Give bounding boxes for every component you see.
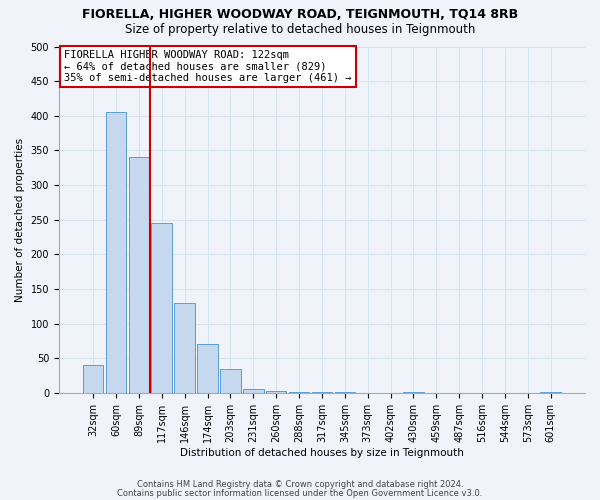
Text: Size of property relative to detached houses in Teignmouth: Size of property relative to detached ho… <box>125 22 475 36</box>
X-axis label: Distribution of detached houses by size in Teignmouth: Distribution of detached houses by size … <box>180 448 464 458</box>
Bar <box>403 392 424 393</box>
Bar <box>151 223 172 393</box>
Text: Contains public sector information licensed under the Open Government Licence v3: Contains public sector information licen… <box>118 488 482 498</box>
Bar <box>106 112 126 393</box>
Bar <box>197 344 218 393</box>
Y-axis label: Number of detached properties: Number of detached properties <box>15 138 25 302</box>
Bar <box>83 365 103 393</box>
Text: FIORELLA, HIGHER WOODWAY ROAD, TEIGNMOUTH, TQ14 8RB: FIORELLA, HIGHER WOODWAY ROAD, TEIGNMOUT… <box>82 8 518 20</box>
Bar <box>243 390 263 393</box>
Bar <box>128 158 149 393</box>
Bar <box>541 392 561 393</box>
Text: Contains HM Land Registry data © Crown copyright and database right 2024.: Contains HM Land Registry data © Crown c… <box>137 480 463 489</box>
Bar <box>266 392 286 393</box>
Bar <box>220 368 241 393</box>
Text: FIORELLA HIGHER WOODWAY ROAD: 122sqm
← 64% of detached houses are smaller (829)
: FIORELLA HIGHER WOODWAY ROAD: 122sqm ← 6… <box>64 50 352 83</box>
Bar <box>335 392 355 393</box>
Bar <box>175 303 195 393</box>
Bar <box>311 392 332 393</box>
Bar <box>289 392 310 393</box>
